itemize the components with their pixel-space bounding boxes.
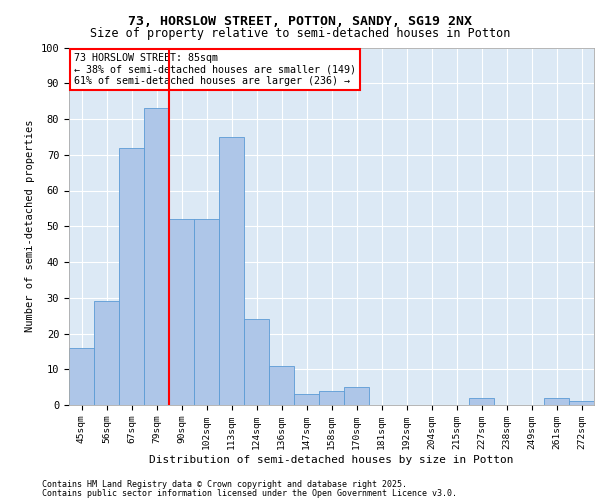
Bar: [569, 402, 594, 405]
Text: Contains HM Land Registry data © Crown copyright and database right 2025.: Contains HM Land Registry data © Crown c…: [42, 480, 407, 489]
Bar: [69, 348, 94, 405]
Text: Size of property relative to semi-detached houses in Potton: Size of property relative to semi-detach…: [90, 28, 510, 40]
Bar: [119, 148, 144, 405]
Bar: [319, 390, 344, 405]
Bar: [194, 219, 219, 405]
Bar: [269, 366, 294, 405]
Bar: [94, 302, 119, 405]
Bar: [144, 108, 169, 405]
X-axis label: Distribution of semi-detached houses by size in Potton: Distribution of semi-detached houses by …: [149, 455, 514, 465]
Bar: [344, 387, 369, 405]
Y-axis label: Number of semi-detached properties: Number of semi-detached properties: [25, 120, 35, 332]
Bar: [244, 319, 269, 405]
Bar: [544, 398, 569, 405]
Text: 73 HORSLOW STREET: 85sqm
← 38% of semi-detached houses are smaller (149)
61% of : 73 HORSLOW STREET: 85sqm ← 38% of semi-d…: [74, 53, 356, 86]
Bar: [294, 394, 319, 405]
Text: Contains public sector information licensed under the Open Government Licence v3: Contains public sector information licen…: [42, 488, 457, 498]
Text: 73, HORSLOW STREET, POTTON, SANDY, SG19 2NX: 73, HORSLOW STREET, POTTON, SANDY, SG19 …: [128, 15, 472, 28]
Bar: [469, 398, 494, 405]
Bar: [169, 219, 194, 405]
Bar: [219, 137, 244, 405]
